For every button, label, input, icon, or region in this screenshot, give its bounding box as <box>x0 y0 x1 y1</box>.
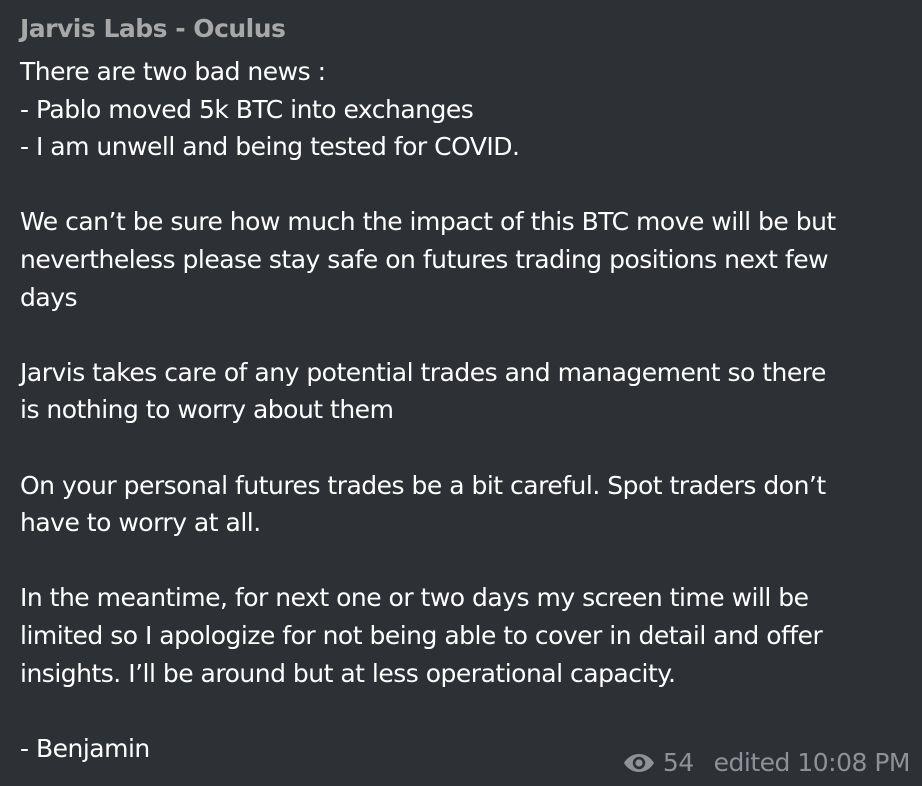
paragraph-gap <box>20 166 910 204</box>
paragraph-gap <box>20 429 910 467</box>
message-line: In the meantime, for next one or two day… <box>20 583 809 613</box>
edited-timestamp: edited 10:08 PM <box>713 748 911 777</box>
message-line: - I am unwell and being tested for COVID… <box>20 132 520 162</box>
message-line: insights. I’ll be around but at less ope… <box>20 658 676 688</box>
message-line: On your personal futures trades be a bit… <box>20 470 826 500</box>
paragraph-gap <box>20 542 910 580</box>
message-line: limited so I apologize for not being abl… <box>20 620 823 650</box>
message-line: We can’t be sure how much the impact of … <box>20 207 836 237</box>
paragraph-gap <box>20 316 910 354</box>
message-line: There are two bad news : <box>20 57 326 86</box>
message-line: nevertheless please stay safe on futures… <box>20 244 829 274</box>
paragraph-gap <box>20 692 910 730</box>
message-meta: 54 edited 10:08 PM <box>623 748 911 777</box>
message-line: days <box>20 282 78 312</box>
message-line: have to worry at all. <box>20 508 261 538</box>
message-text: There are two bad news : - Pablo moved 5… <box>20 53 910 767</box>
sender-name[interactable]: Jarvis Labs - Oculus <box>20 14 286 43</box>
view-count: 54 <box>662 748 694 777</box>
eye-icon <box>623 753 654 772</box>
message-line: is nothing to worry about them <box>20 395 394 425</box>
message-line: Jarvis takes care of any potential trade… <box>20 357 826 387</box>
signature-line: - Benjamin <box>20 733 150 763</box>
message-line: - Pablo moved 5k BTC into exchanges <box>20 94 474 124</box>
